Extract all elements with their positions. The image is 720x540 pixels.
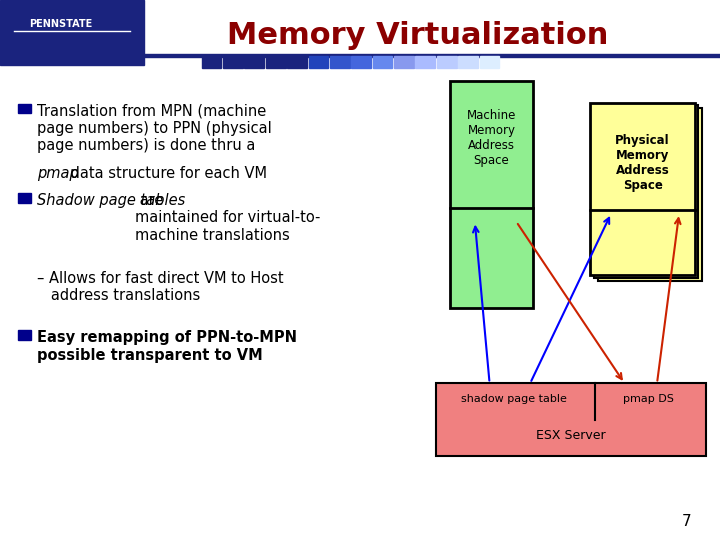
Text: Easy remapping of PPN-to-MPN
possible transparent to VM: Easy remapping of PPN-to-MPN possible tr… [37,330,297,363]
Bar [0,54,720,57]
Bar [0,0,144,65]
Bar [437,56,456,68]
Bar [309,56,328,68]
Bar [18,330,31,340]
Bar [394,56,414,68]
Bar [594,105,698,278]
Text: 7: 7 [682,514,691,529]
Text: Translation from MPN (machine
page numbers) to PPN (physical
page numbers) is do: Translation from MPN (machine page numbe… [37,104,272,153]
Text: pmap DS: pmap DS [624,394,675,404]
Bar [244,56,264,68]
Text: PENNSTATE: PENNSTATE [29,19,92,29]
Bar [373,56,392,68]
Bar [223,56,243,68]
Bar [266,56,286,68]
Text: data structure for each VM: data structure for each VM [66,166,267,181]
Text: are
maintained for virtual-to-
machine translations: are maintained for virtual-to- machine t… [135,193,320,242]
Bar [202,56,222,68]
Text: ESX Server: ESX Server [536,429,606,442]
Text: Shadow page tables: Shadow page tables [37,193,186,208]
Bar [415,56,435,68]
Bar [590,103,695,275]
Bar [18,104,31,113]
Bar [480,56,500,68]
Text: – Allows for fast direct VM to Host
   address translations: – Allows for fast direct VM to Host addr… [37,271,284,303]
Bar [436,383,706,456]
Text: Memory Virtualization: Memory Virtualization [227,21,608,50]
Bar [450,81,533,308]
Text: Physical
Memory
Address
Space: Physical Memory Address Space [616,134,670,192]
Text: pmap: pmap [37,166,79,181]
Bar [50,32,86,57]
Bar [458,56,478,68]
Bar [330,56,350,68]
Text: shadow page table: shadow page table [461,394,567,404]
Bar [287,56,307,68]
Bar [598,108,702,281]
Text: Machine
Memory
Address
Space: Machine Memory Address Space [467,109,516,167]
Bar [351,56,371,68]
Bar [18,193,31,202]
